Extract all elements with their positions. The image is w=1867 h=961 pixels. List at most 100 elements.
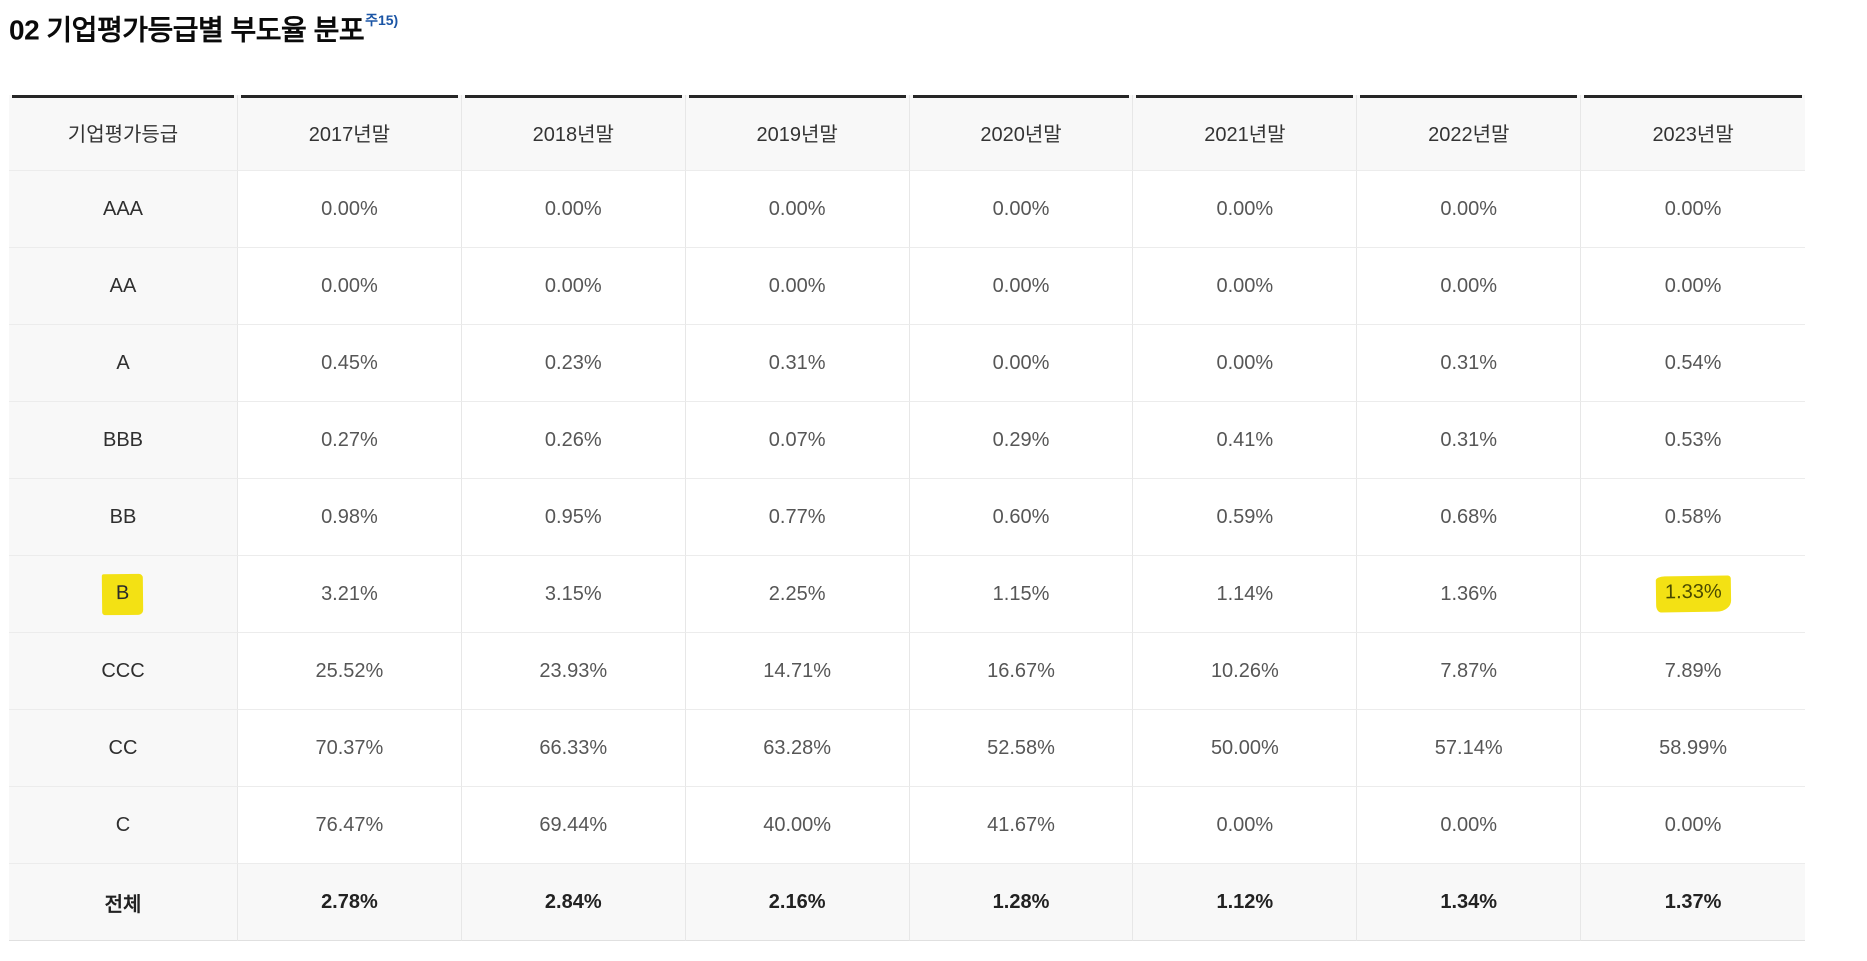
value-cell: 1.34% — [1357, 864, 1582, 942]
value-cell: 0.41% — [1133, 402, 1358, 480]
value-cell: 7.89% — [1581, 633, 1806, 711]
value-cell: 0.00% — [1133, 171, 1358, 249]
header-cell-year-3: 2020년말 — [909, 95, 1134, 172]
value-cell: 0.00% — [685, 171, 910, 249]
value-cell: 0.00% — [909, 325, 1134, 403]
header-cell-year-2: 2019년말 — [685, 95, 910, 172]
value-highlight: 1.33% — [1655, 575, 1731, 613]
grade-cell: BB — [9, 479, 238, 557]
value-cell: 2.78% — [238, 864, 462, 942]
grade-cell: B — [9, 556, 238, 634]
table-row-cc: CC 70.37% 66.33% 63.28% 52.58% 50.00% 57.14% 58… — [9, 710, 1806, 788]
value-cell: 0.45% — [238, 325, 462, 403]
grade-cell: C — [9, 787, 238, 865]
value-cell: 0.31% — [1357, 402, 1582, 480]
value-cell: 0.00% — [461, 171, 686, 249]
value-cell: 1.33% — [1581, 556, 1806, 634]
value-cell: 0.53% — [1581, 402, 1806, 480]
value-cell: 0.31% — [685, 325, 910, 403]
value-cell: 0.00% — [238, 248, 462, 326]
value-cell: 66.33% — [461, 710, 686, 788]
value-cell: 57.14% — [1357, 710, 1582, 788]
value-cell: 1.15% — [909, 556, 1134, 634]
value-cell: 63.28% — [685, 710, 910, 788]
value-cell: 0.60% — [909, 479, 1134, 557]
grade-cell: 전체 — [9, 864, 238, 942]
value-cell: 0.58% — [1581, 479, 1806, 557]
table-row-c: C 76.47% 69.44% 40.00% 41.67% 0.00% 0.00% 0.00% — [9, 787, 1806, 865]
page: 02 기업평가등급별 부도율 분포주15) 기업평가등급 2017년말 2018년말… — [9, 6, 1867, 942]
value-cell: 0.77% — [685, 479, 910, 557]
value-cell: 0.23% — [461, 325, 686, 403]
value-cell: 1.37% — [1581, 864, 1806, 942]
value-cell: 2.25% — [685, 556, 910, 634]
title-note-ref: 주15) — [365, 12, 399, 28]
value-cell: 0.00% — [461, 248, 686, 326]
value-cell: 58.99% — [1581, 710, 1806, 788]
value-cell: 0.98% — [238, 479, 462, 557]
header-cell-grade: 기업평가등급 — [9, 95, 238, 172]
value-cell: 2.84% — [461, 864, 686, 942]
value-cell: 0.54% — [1581, 325, 1806, 403]
value-cell: 0.00% — [685, 248, 910, 326]
grade-cell: AA — [9, 248, 238, 326]
value-cell: 1.36% — [1357, 556, 1582, 634]
header-cell-year-1: 2018년말 — [461, 95, 686, 172]
value-cell: 41.67% — [909, 787, 1134, 865]
value-cell: 0.31% — [1357, 325, 1582, 403]
grade-cell: A — [9, 325, 238, 403]
table-row-bbb: BBB 0.27% 0.26% 0.07% 0.29% 0.41% 0.31% 0.53% — [9, 402, 1806, 480]
value-cell: 0.00% — [1133, 325, 1358, 403]
value-cell: 2.16% — [685, 864, 910, 942]
value-cell: 0.00% — [1581, 248, 1806, 326]
value-cell: 23.93% — [461, 633, 686, 711]
value-cell: 0.00% — [1357, 248, 1582, 326]
value-cell: 0.00% — [1133, 787, 1358, 865]
value-cell: 7.87% — [1357, 633, 1582, 711]
value-cell: 0.00% — [1133, 248, 1358, 326]
value-cell: 69.44% — [461, 787, 686, 865]
value-cell: 0.59% — [1133, 479, 1358, 557]
value-cell: 76.47% — [238, 787, 462, 865]
value-cell: 1.28% — [909, 864, 1134, 942]
table-body: AAA 0.00% 0.00% 0.00% 0.00% 0.00% 0.00% 0.00% AA… — [9, 171, 1806, 942]
grade-cell: AAA — [9, 171, 238, 249]
value-cell: 0.00% — [238, 171, 462, 249]
value-cell: 70.37% — [238, 710, 462, 788]
value-cell: 0.00% — [909, 171, 1134, 249]
value-cell: 16.67% — [909, 633, 1134, 711]
value-cell: 1.14% — [1133, 556, 1358, 634]
value-cell: 0.68% — [1357, 479, 1582, 557]
value-cell: 0.00% — [909, 248, 1134, 326]
value-cell: 0.26% — [461, 402, 686, 480]
header-row: 기업평가등급 2017년말 2018년말 2019년말 2020년말 2021년말 2022… — [9, 95, 1806, 172]
value-cell: 14.71% — [685, 633, 910, 711]
header-cell-year-5: 2022년말 — [1357, 95, 1582, 172]
table-row-aaa: AAA 0.00% 0.00% 0.00% 0.00% 0.00% 0.00% 0.00% — [9, 171, 1806, 249]
header-cell-year-0: 2017년말 — [238, 95, 462, 172]
grade-cell: CCC — [9, 633, 238, 711]
value-cell: 0.00% — [1357, 787, 1582, 865]
value-cell: 0.00% — [1581, 171, 1806, 249]
table-row-total: 전체 2.78% 2.84% 2.16% 1.28% 1.12% 1.34% 1.37% — [9, 864, 1806, 942]
value-cell: 50.00% — [1133, 710, 1358, 788]
table-row-aa: AA 0.00% 0.00% 0.00% 0.00% 0.00% 0.00% 0.00% — [9, 248, 1806, 326]
value-cell: 3.15% — [461, 556, 686, 634]
value-cell: 25.52% — [238, 633, 462, 711]
grade-cell: CC — [9, 710, 238, 788]
page-title: 02 기업평가등급별 부도율 분포주15) — [9, 6, 1867, 48]
header-cell-year-4: 2021년말 — [1133, 95, 1358, 172]
value-cell: 0.27% — [238, 402, 462, 480]
grade-highlight: B — [102, 573, 144, 616]
value-cell: 40.00% — [685, 787, 910, 865]
value-cell: 1.12% — [1133, 864, 1358, 942]
page-title-text: 02 기업평가등급별 부도율 분포 — [9, 14, 365, 46]
value-cell: 0.29% — [909, 402, 1134, 480]
value-cell: 0.00% — [1581, 787, 1806, 865]
value-cell: 0.07% — [685, 402, 910, 480]
table-row-ccc: CCC 25.52% 23.93% 14.71% 16.67% 10.26% 7.87% 7.… — [9, 633, 1806, 711]
table-header: 기업평가등급 2017년말 2018년말 2019년말 2020년말 2021년말 2022… — [9, 95, 1806, 172]
table-row-bb: BB 0.98% 0.95% 0.77% 0.60% 0.59% 0.68% 0.58% — [9, 479, 1806, 557]
value-cell: 3.21% — [238, 556, 462, 634]
value-cell: 0.95% — [461, 479, 686, 557]
